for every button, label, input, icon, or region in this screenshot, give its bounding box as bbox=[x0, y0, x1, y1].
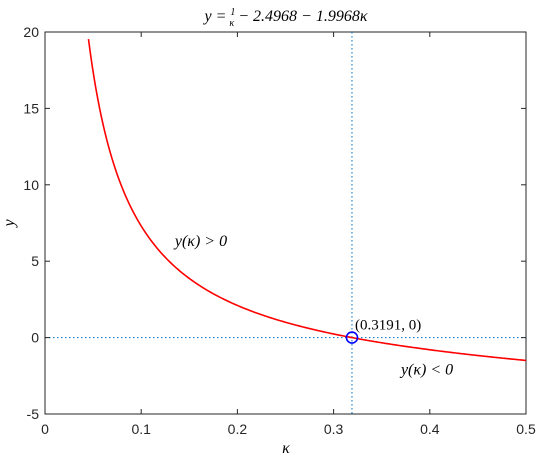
x-tick-label: 0.3 bbox=[324, 421, 344, 437]
annotation-negative: y(κ) < 0 bbox=[399, 361, 453, 378]
plot-area bbox=[44, 31, 527, 415]
marker-label: (0.3191, 0) bbox=[355, 318, 421, 334]
y-tick-label: 5 bbox=[31, 253, 39, 269]
x-tick-label: 0 bbox=[41, 421, 49, 437]
reference-lines bbox=[45, 32, 526, 414]
x-axis-label: κ bbox=[282, 440, 290, 457]
y-axis-label: y bbox=[1, 219, 18, 229]
x-tick-label: 0.4 bbox=[420, 421, 440, 437]
x-tick-label: 0.1 bbox=[131, 421, 151, 437]
x-tick-label: 0.5 bbox=[516, 421, 536, 437]
root-marker bbox=[345, 331, 359, 344]
y-tick-label: 10 bbox=[23, 177, 39, 193]
annotations: (0.3191, 0) y(κ) > 0 y(κ) < 0 bbox=[173, 233, 453, 378]
y-tick-label: 15 bbox=[23, 100, 39, 116]
x-tick-label: 0.2 bbox=[228, 421, 248, 437]
y-tick-label: 20 bbox=[23, 24, 39, 40]
y-tick-label: -5 bbox=[27, 406, 40, 422]
annotation-positive: y(κ) > 0 bbox=[173, 233, 227, 250]
series-line-0 bbox=[87, 38, 527, 362]
y-tick-label: 0 bbox=[31, 330, 39, 346]
series-layer bbox=[87, 38, 527, 362]
